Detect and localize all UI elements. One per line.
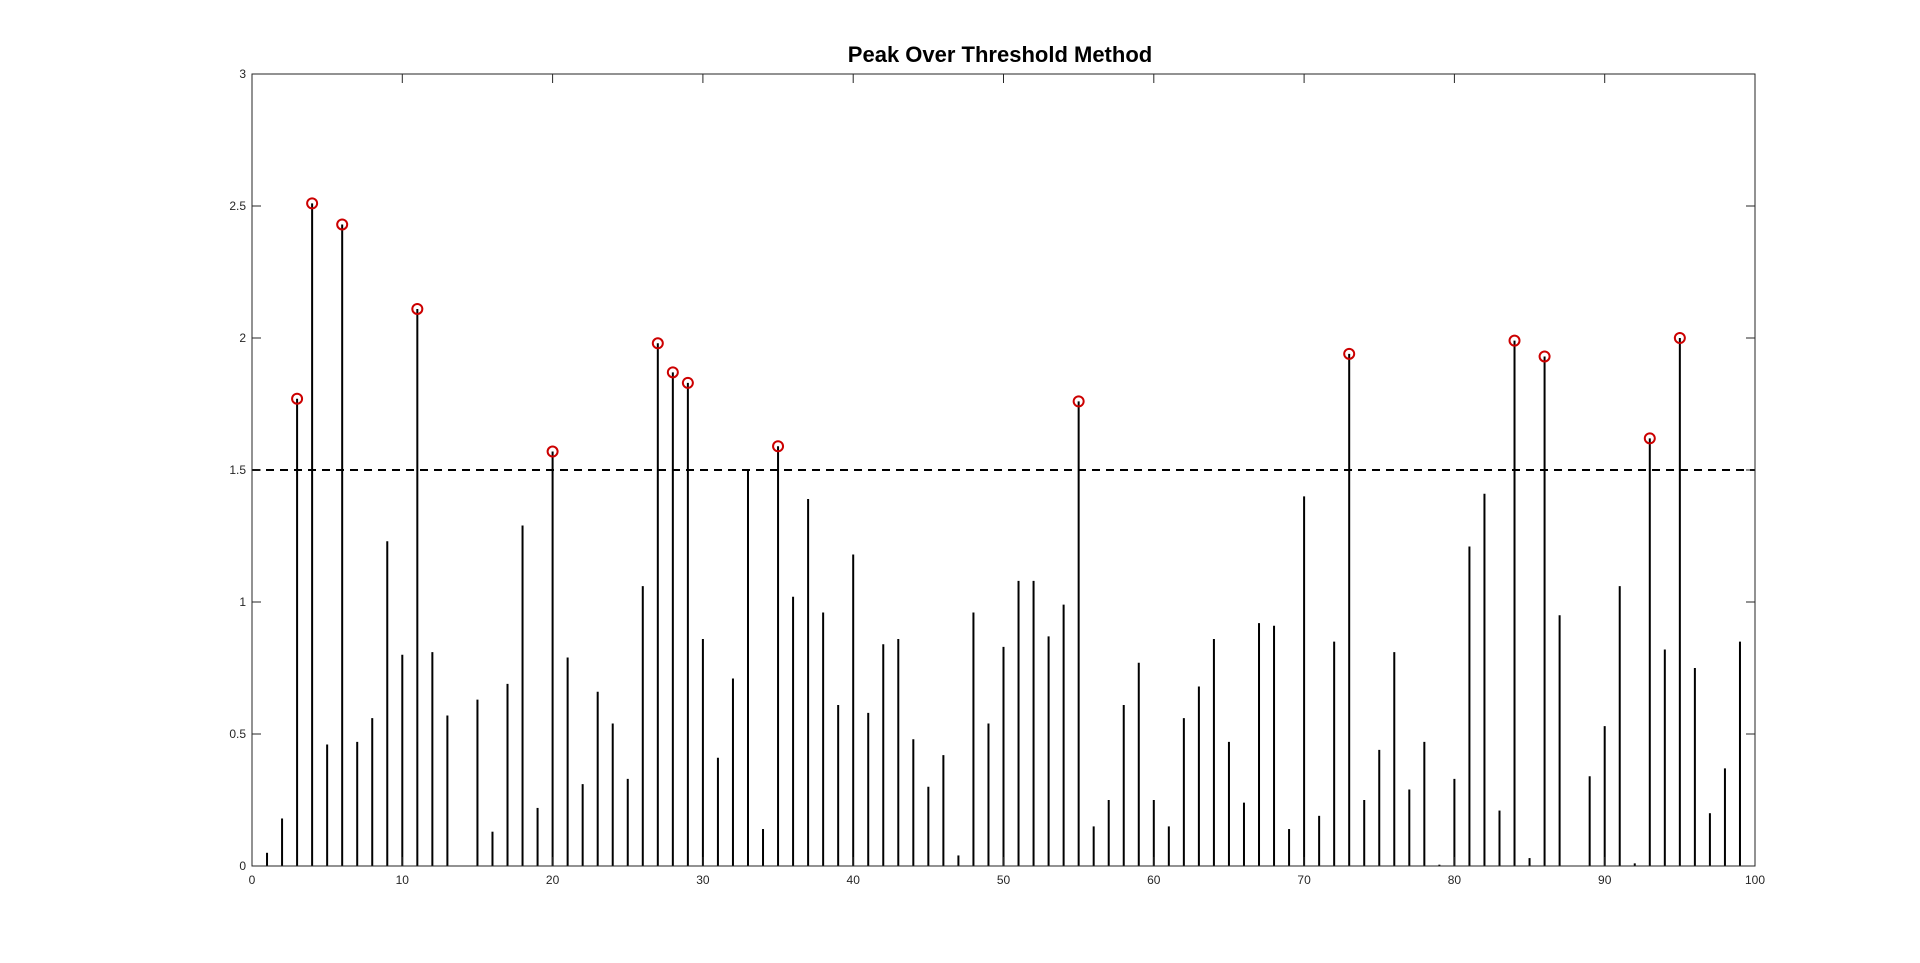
peak-marker-28: [666, 366, 679, 379]
peak-marker-73: [1343, 347, 1356, 360]
x-tick-label-50: 50: [997, 873, 1011, 887]
y-tick-label-1.5: 1.5: [229, 463, 246, 477]
y-tick-label-2: 2: [239, 331, 246, 345]
peak-marker-93: [1643, 432, 1656, 445]
x-tick-label-30: 30: [696, 873, 710, 887]
peak-marker-35: [772, 440, 785, 453]
y-tick-label-0.5: 0.5: [229, 727, 246, 741]
peak-marker-3: [291, 392, 304, 405]
x-tick-label-40: 40: [847, 873, 861, 887]
peak-marker-84: [1508, 334, 1521, 347]
x-tick-label-0: 0: [249, 873, 256, 887]
peak-marker-4: [306, 197, 319, 210]
x-tick-label-10: 10: [396, 873, 410, 887]
chart-title: Peak Over Threshold Method: [848, 42, 1152, 67]
peaks-group: [291, 197, 1686, 458]
peak-marker-55: [1072, 395, 1085, 408]
y-tick-label-1: 1: [239, 595, 246, 609]
peak-marker-6: [336, 218, 349, 231]
stems-group: [266, 203, 1741, 866]
peak-marker-95: [1673, 332, 1686, 344]
peak-marker-86: [1538, 350, 1551, 363]
peak-marker-27: [651, 337, 664, 350]
x-tick-label-70: 70: [1297, 873, 1311, 887]
y-tick-label-2.5: 2.5: [229, 199, 246, 213]
x-tick-label-20: 20: [546, 873, 560, 887]
y-tick-label-0: 0: [239, 859, 246, 873]
peak-marker-29: [681, 376, 694, 389]
x-tick-label-90: 90: [1598, 873, 1612, 887]
x-tick-label-60: 60: [1147, 873, 1161, 887]
y-tick-label-3: 3: [239, 67, 246, 81]
peak-marker-11: [411, 302, 424, 315]
x-tick-label-100: 100: [1745, 873, 1765, 887]
ticks-group: 0 10 20 30 40 50 60 70 80 90 100 0 0.5 1 1.5 2 2.5 3: [229, 67, 1765, 887]
peak-marker-20: [546, 445, 559, 458]
x-tick-label-80: 80: [1448, 873, 1462, 887]
